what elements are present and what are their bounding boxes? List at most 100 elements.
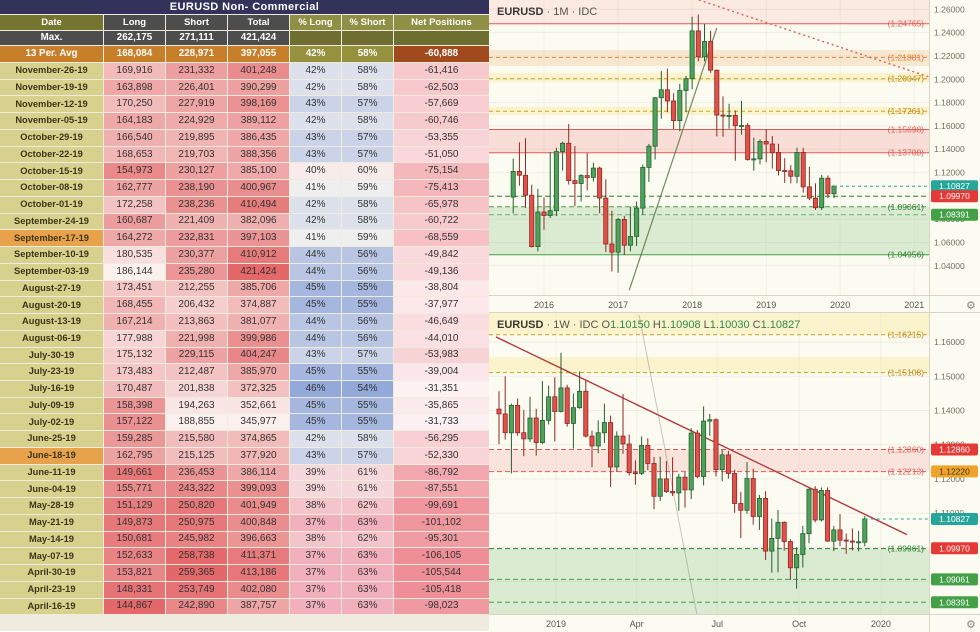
pct-short-cell: 58% <box>342 431 393 447</box>
svg-text:1.12220: 1.12220 <box>939 466 970 476</box>
pct-long-cell: 44% <box>290 330 341 347</box>
long-cell: 173,483 <box>104 364 165 380</box>
net-cell: -46,649 <box>394 314 489 330</box>
total-cell: 413,186 <box>228 565 289 581</box>
net-cell: -98,023 <box>394 598 489 615</box>
time-axis-label: 2017 <box>608 300 628 310</box>
net-cell: -75,413 <box>394 180 489 196</box>
trend-line[interactable] <box>698 0 929 78</box>
net-cell: -51,050 <box>394 146 489 163</box>
total-cell: 399,986 <box>228 330 289 347</box>
long-cell: 148,331 <box>104 581 165 598</box>
total-cell: 396,663 <box>228 531 289 548</box>
date-cell: June-11-19 <box>0 464 103 481</box>
long-cell: 155,771 <box>104 481 165 498</box>
price-badge: 1.12220 <box>931 465 978 478</box>
pct-long-cell: 39% <box>290 464 341 481</box>
level-label: (1.09061) <box>888 202 925 212</box>
date-cell: May-21-19 <box>0 514 103 531</box>
chart-title: EURUSD · 1M · IDC <box>497 6 597 18</box>
pct-long-cell: 41% <box>290 230 341 247</box>
total-cell: 345,977 <box>228 414 289 431</box>
monthly-chart-svg[interactable]: (1.24765) (1.21881) (1.20047) (1.17261) (1.1… <box>489 0 980 312</box>
pct-short-cell: 58% <box>342 196 393 213</box>
short-cell: 238,236 <box>166 196 227 213</box>
pct-long-cell: 38% <box>290 531 341 548</box>
date-cell: November-05-19 <box>0 113 103 129</box>
pct-long-cell: 45% <box>290 280 341 297</box>
net-cell: -56,295 <box>394 431 489 447</box>
net-cell: -86,792 <box>394 464 489 481</box>
candlestick-series <box>510 14 837 273</box>
pct-short-cell: 57% <box>342 447 393 464</box>
pct-long-cell: 44% <box>290 263 341 280</box>
trend-line[interactable] <box>628 27 718 291</box>
level-label: (1.15108) <box>888 368 925 378</box>
net-cell: -52,330 <box>394 447 489 464</box>
total-cell: 372,325 <box>228 380 289 397</box>
pct-long-cell: 40% <box>290 163 341 180</box>
total-cell: 385,970 <box>228 364 289 380</box>
level-label: (1.21881) <box>888 52 925 62</box>
zone <box>489 357 929 373</box>
price-badge: 1.10827 <box>931 513 978 525</box>
net-cell: -31,733 <box>394 414 489 431</box>
pct-short-cell: 62% <box>342 531 393 548</box>
zone <box>489 129 929 153</box>
price-scale-label: 1.12000 <box>934 168 965 178</box>
net-cell: -31,351 <box>394 380 489 397</box>
weekly-chart-pane[interactable]: (1.16215) (1.15108) (1.12860) (1.12213) (1.0… <box>489 312 980 632</box>
date-cell: April-30-19 <box>0 565 103 581</box>
long-cell: 157,122 <box>104 414 165 431</box>
pct-short-cell: 57% <box>342 347 393 364</box>
time-axis[interactable]: 2016 2017 2018 2019 2020 2021 ⚙ <box>489 295 980 313</box>
price-scale-label: 1.15000 <box>934 371 965 381</box>
total-cell: 401,949 <box>228 498 289 514</box>
settings-gear-icon[interactable]: ⚙ <box>966 619 976 631</box>
cot-table: EURUSD Non- Commercial Date Long Short Tota… <box>0 0 489 631</box>
pct-long-cell: 43% <box>290 129 341 146</box>
monthly-chart-pane[interactable]: (1.24765) (1.21881) (1.20047) (1.17261) (1.1… <box>489 0 980 312</box>
total-cell: 388,356 <box>228 146 289 163</box>
avg-row-cell: 168,084 <box>104 46 165 62</box>
date-cell: July-23-19 <box>0 364 103 380</box>
pct-short-cell: 55% <box>342 280 393 297</box>
total-cell: 386,114 <box>228 464 289 481</box>
pct-short-cell: 59% <box>342 230 393 247</box>
time-axis-label: Oct <box>792 619 807 629</box>
pct-short-cell: 63% <box>342 514 393 531</box>
pct-short-cell: 58% <box>342 79 393 96</box>
net-cell: -105,418 <box>394 581 489 598</box>
avg-row-cell: 397,055 <box>228 46 289 62</box>
level-label: (1.17261) <box>888 106 925 116</box>
total-cell: 381,077 <box>228 314 289 330</box>
time-axis-label: 2019 <box>756 300 776 310</box>
cot-table-grid: EURUSD Non- Commercial Date Long Short Tota… <box>0 0 489 631</box>
pct-short-cell: 58% <box>342 63 393 79</box>
long-cell: 170,487 <box>104 380 165 397</box>
svg-text:1.09970: 1.09970 <box>939 191 970 201</box>
price-scale[interactable]: 1.160001.150001.140001.130001.120001.110… <box>929 313 979 632</box>
price-scale[interactable]: 1.26000 1.24000 1.22000 1.20000 1.18000 1.160… <box>929 0 979 312</box>
max-row-cell: 421,424 <box>228 31 289 45</box>
pct-long-cell: 43% <box>290 347 341 364</box>
trend-line[interactable] <box>638 315 698 614</box>
level-label: (1.13700) <box>888 148 925 158</box>
long-cell: 154,973 <box>104 163 165 180</box>
short-cell: 188,855 <box>166 414 227 431</box>
total-cell: 387,757 <box>228 598 289 615</box>
pct-long-cell: 37% <box>290 598 341 615</box>
date-cell: November-26-19 <box>0 63 103 79</box>
short-cell: 227,919 <box>166 96 227 113</box>
net-cell: -65,978 <box>394 196 489 213</box>
weekly-chart-svg[interactable]: (1.16215) (1.15108) (1.12860) (1.12213) (1.0… <box>489 313 980 632</box>
time-axis-label: 2018 <box>682 300 702 310</box>
time-axis[interactable]: 2019 Apr Jul Oct 2020 ⚙ <box>489 614 980 632</box>
column-header: Date <box>0 15 103 30</box>
long-cell: 159,285 <box>104 431 165 447</box>
settings-gear-icon[interactable]: ⚙ <box>966 300 976 312</box>
level-label: (1.12213) <box>888 467 925 477</box>
pct-short-cell: 63% <box>342 598 393 615</box>
date-cell: October-01-19 <box>0 196 103 213</box>
